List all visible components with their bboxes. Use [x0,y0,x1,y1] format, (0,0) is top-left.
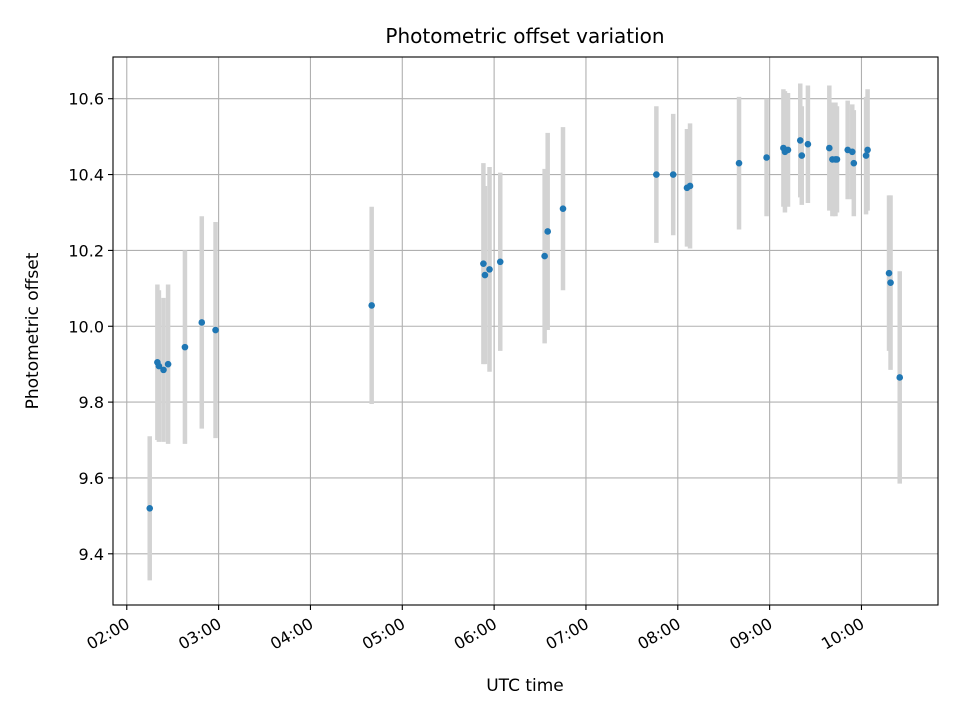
data-point [826,144,833,152]
data-point [833,156,841,163]
grid [113,57,938,605]
chart-title: Photometric offset variation [385,24,664,48]
y-tick-label: 9.8 [79,393,104,412]
data-point [669,171,677,178]
y-tick-label: 10.4 [68,166,104,185]
data-point [541,252,548,260]
data-point [181,343,189,351]
y-tick-label: 9.4 [79,545,104,564]
data-point [164,360,172,368]
data-point [544,228,551,235]
data-point [368,302,375,309]
plot-frame [112,56,939,606]
data-point [559,205,567,212]
data-point [198,319,206,326]
y-axis: 9.4 9.6 9.8 10.0 10.2 10.4 10.6 [68,90,113,564]
data-point [864,146,871,154]
data-point [798,152,806,159]
data-point [653,171,660,178]
data-point [784,146,792,154]
x-axis-label: UTC time [486,676,564,696]
data-point [686,182,694,190]
y-tick-label: 9.6 [79,469,104,488]
data-point [885,269,893,277]
data-point [481,271,489,279]
data-point [735,159,743,167]
data-point [160,366,167,374]
data-point [496,258,504,266]
data-point [763,154,770,161]
data-point [804,140,812,148]
data-point [862,152,870,159]
data-point [212,326,219,334]
data-point [896,374,904,381]
data-points [146,137,904,512]
data-point [146,504,154,512]
data-point [850,159,858,167]
data-point [480,260,487,267]
data-point [887,279,894,286]
y-tick-label: 10.2 [68,241,104,260]
y-tick-label: 10.6 [68,90,104,109]
y-axis-label: Photometric offset [23,252,43,409]
y-tick-label: 10.0 [68,317,104,336]
data-point [155,362,163,370]
data-point [486,266,493,273]
data-point [848,148,856,156]
data-point [796,137,804,144]
